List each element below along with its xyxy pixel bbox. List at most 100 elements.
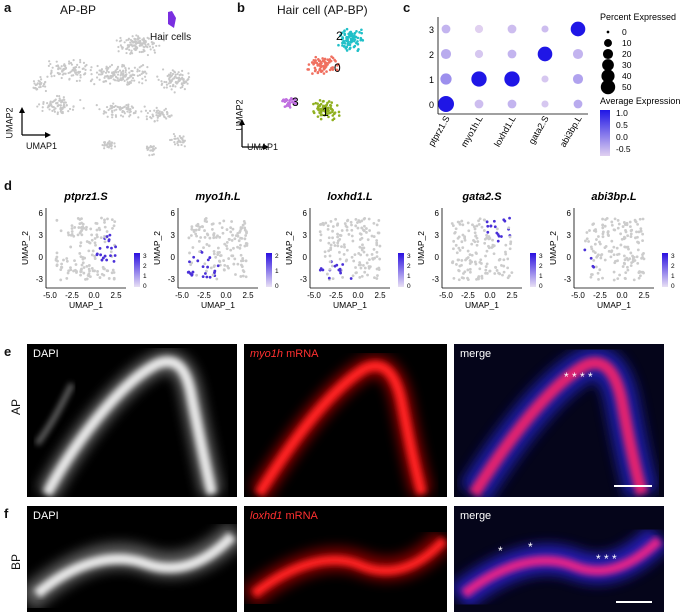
feature-point bbox=[599, 256, 603, 260]
panel-a-title: AP-BP bbox=[60, 3, 97, 17]
feature-point bbox=[87, 240, 91, 244]
umap-a-point bbox=[129, 113, 132, 117]
umap-a-point bbox=[77, 71, 80, 74]
feature-point bbox=[328, 260, 332, 264]
feature-point bbox=[199, 236, 203, 239]
feature-point bbox=[592, 258, 596, 262]
feature-point bbox=[189, 234, 193, 237]
feature-point bbox=[100, 216, 103, 220]
feature-point bbox=[475, 224, 479, 228]
feature-point bbox=[613, 217, 617, 221]
feature-point bbox=[361, 243, 364, 247]
feature-point bbox=[629, 251, 633, 255]
umap-b-point bbox=[281, 98, 285, 102]
feature-point bbox=[218, 235, 222, 239]
feature-point bbox=[243, 237, 247, 241]
umap-a-point bbox=[63, 98, 66, 101]
umap-b-point bbox=[290, 100, 294, 104]
feature-point bbox=[367, 266, 371, 270]
umap-a-point bbox=[121, 73, 124, 77]
feature-point bbox=[219, 254, 222, 258]
feature-point bbox=[508, 216, 511, 220]
feature-point bbox=[495, 269, 499, 272]
umap-a-point bbox=[114, 115, 118, 118]
umap-a-point bbox=[160, 83, 163, 86]
umap-a-point bbox=[60, 76, 63, 80]
feature-point bbox=[79, 230, 83, 233]
feature-point bbox=[72, 269, 75, 273]
feature-point bbox=[327, 236, 331, 240]
umap-a-point bbox=[163, 116, 166, 119]
feature-point bbox=[197, 239, 201, 243]
umap-a-point bbox=[127, 103, 130, 106]
umap-a-point bbox=[104, 71, 108, 74]
feature-point bbox=[191, 270, 195, 274]
feature-point bbox=[365, 227, 368, 230]
e-dapi-label: DAPI bbox=[33, 348, 59, 360]
umap-a-point bbox=[59, 104, 62, 107]
umap-a-point bbox=[173, 135, 177, 138]
umap-b-point bbox=[343, 44, 346, 48]
umap-a-point bbox=[50, 69, 53, 72]
feature-point bbox=[617, 222, 621, 226]
feature-point bbox=[619, 243, 623, 247]
umap-a-point bbox=[165, 117, 168, 120]
feature-scale-bar bbox=[662, 253, 668, 287]
umap-a-point bbox=[68, 62, 71, 65]
umap-a-point bbox=[67, 60, 71, 63]
feature-point bbox=[601, 232, 605, 236]
feature-point bbox=[359, 253, 363, 257]
feature-point bbox=[372, 248, 376, 251]
feature-scale-label: 0 bbox=[539, 283, 543, 290]
feature-point bbox=[496, 239, 500, 243]
feature-point bbox=[77, 226, 81, 229]
feature-xtick: -5.0 bbox=[43, 291, 57, 300]
feature-point bbox=[95, 228, 99, 232]
umap-a-point bbox=[133, 44, 136, 47]
feature-xlabel: UMAP_1 bbox=[201, 300, 235, 310]
umap-a-point bbox=[49, 104, 52, 107]
feature-point bbox=[457, 221, 461, 224]
umap-a-point bbox=[159, 114, 162, 117]
umap-a-point bbox=[79, 61, 82, 64]
feature-point bbox=[203, 272, 207, 275]
f-mrna-suffix: mRNA bbox=[285, 510, 318, 522]
feature-point bbox=[624, 271, 628, 275]
umap-a-point bbox=[117, 79, 120, 82]
feature-point bbox=[106, 245, 109, 249]
umap-a-point bbox=[79, 98, 82, 102]
umap-a-point bbox=[73, 67, 76, 70]
umap-a-point bbox=[134, 38, 137, 41]
feature-point bbox=[624, 245, 628, 249]
feature-xtick: 0.0 bbox=[484, 291, 496, 300]
umap-a-point bbox=[182, 135, 185, 138]
feature-point bbox=[477, 222, 481, 226]
feature-point bbox=[345, 258, 349, 262]
umap-a-point bbox=[125, 39, 128, 42]
feature-xtick: 2.5 bbox=[506, 291, 518, 300]
umap-a-point bbox=[51, 66, 54, 69]
feature-point bbox=[589, 256, 593, 260]
panel-a-xaxis: UMAP1 bbox=[26, 141, 58, 151]
umap-a-point bbox=[69, 61, 73, 65]
feature-point bbox=[591, 249, 595, 253]
feature-point bbox=[336, 239, 340, 243]
feature-point bbox=[81, 222, 85, 226]
feature-point bbox=[485, 220, 489, 224]
feature-point bbox=[473, 240, 477, 244]
feature-point bbox=[326, 227, 330, 231]
size-legend-title: Percent Expressed bbox=[600, 12, 676, 22]
feature-scale-bar bbox=[398, 253, 404, 287]
feature-ytick: 0 bbox=[303, 253, 308, 262]
feature-point bbox=[111, 227, 114, 230]
feature-ylabel: UMAP_2 bbox=[284, 231, 294, 265]
umap-a-point bbox=[97, 73, 101, 76]
feature-point bbox=[192, 228, 196, 232]
umap-a-point bbox=[141, 38, 144, 41]
panel-b-yaxis: UMAP2 bbox=[234, 99, 245, 131]
feature-ytick: 3 bbox=[303, 231, 308, 240]
umap-a-point bbox=[47, 104, 50, 107]
feature-point bbox=[69, 268, 73, 272]
feature-point bbox=[623, 223, 627, 226]
feature-point bbox=[336, 241, 340, 245]
